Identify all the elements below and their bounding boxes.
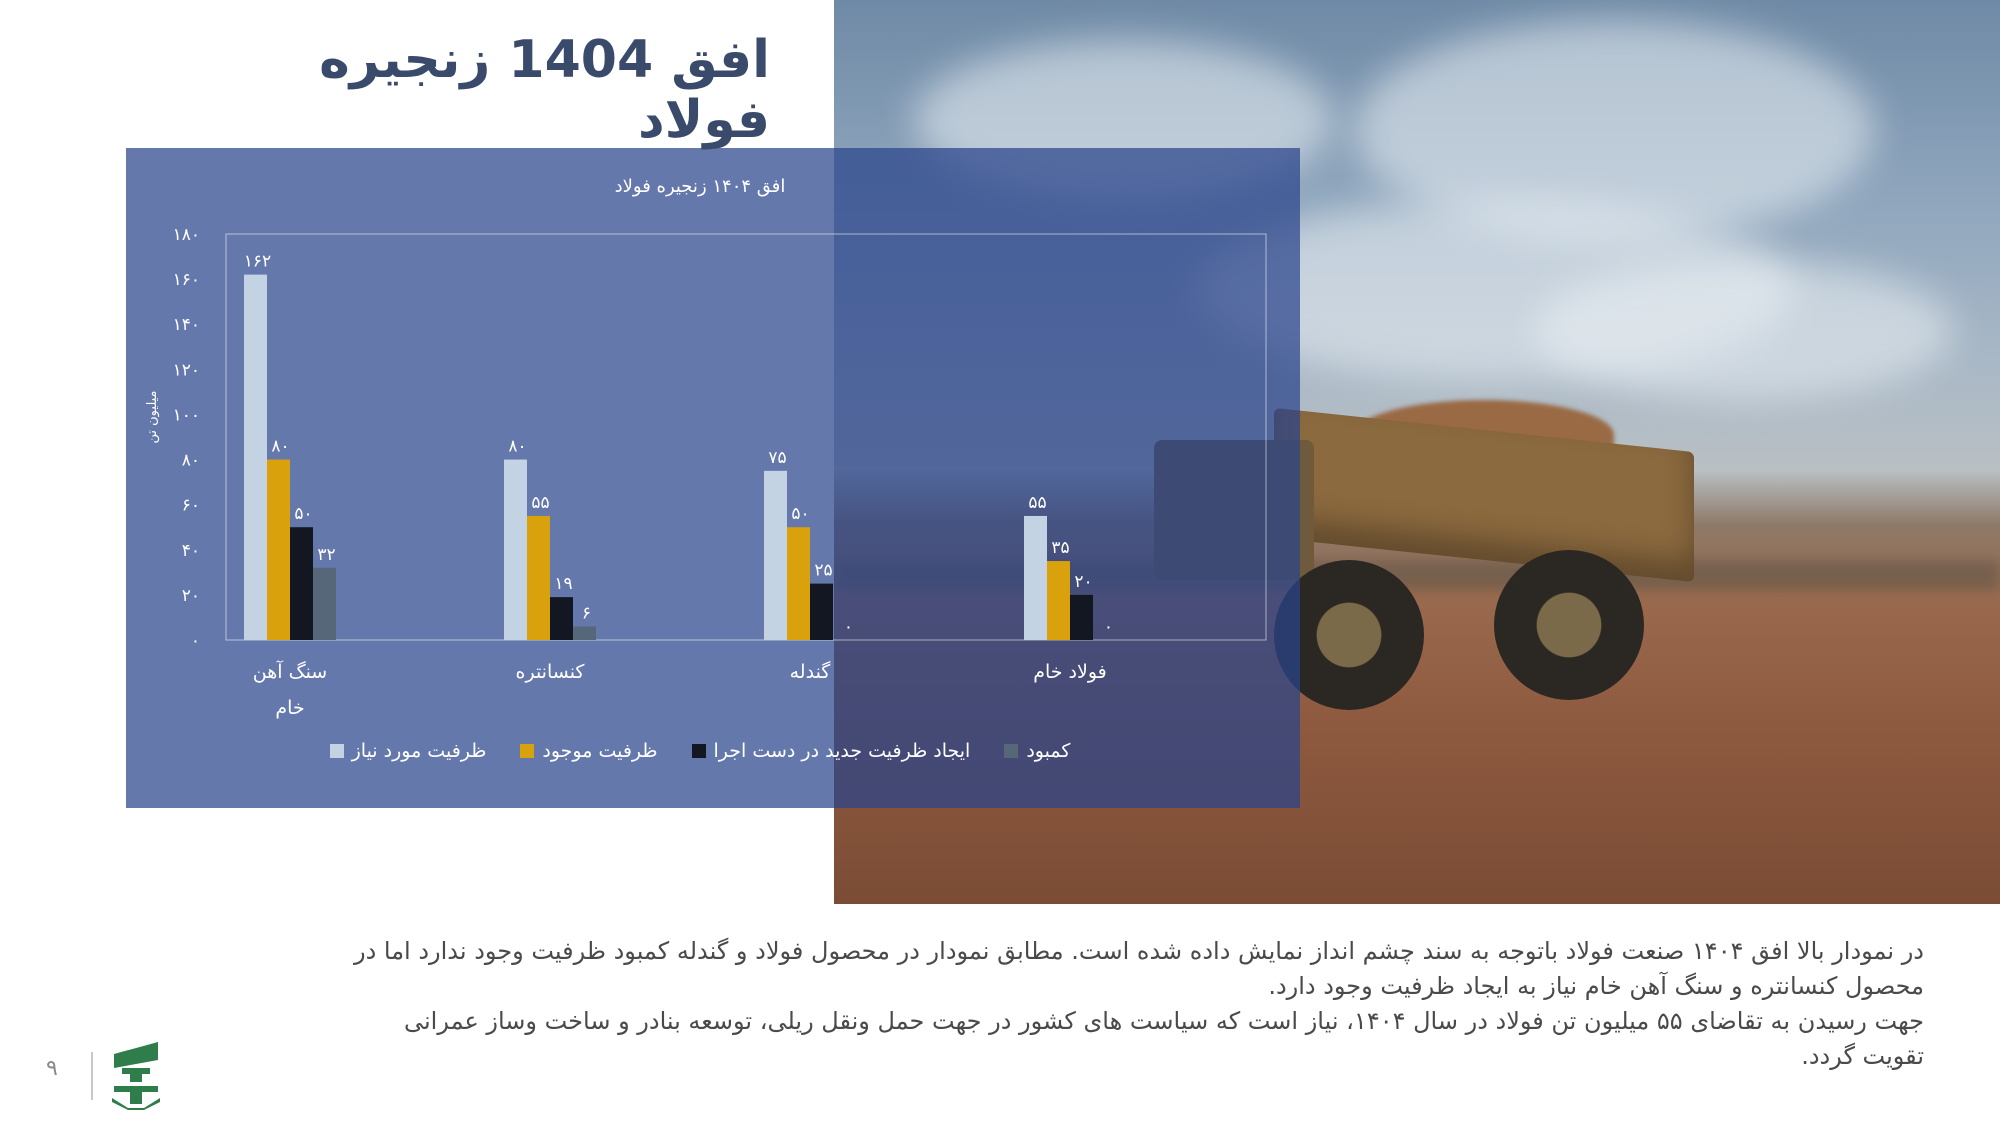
legend-swatch [329, 744, 344, 758]
y-tick-label: ۰ [191, 631, 200, 651]
bar [313, 567, 336, 640]
data-label: ۵۵ [531, 493, 549, 513]
category-label: خام [275, 697, 304, 719]
legend-label: ظرفیت مورد نیاز [351, 740, 487, 762]
data-label: ۷۵ [768, 448, 786, 468]
legend-label: کمبود [1026, 740, 1071, 762]
legend-item: ظرفیت موجود [520, 740, 658, 762]
data-label: ۲۰ [1074, 572, 1092, 592]
data-label: ۱۹ [554, 574, 572, 594]
category-label: سنگ آهن [253, 659, 327, 683]
y-tick-label: ۲۰ [182, 586, 200, 606]
category-label: فولاد خام [1033, 661, 1107, 683]
legend-swatch [520, 744, 535, 758]
legend-label: ایجاد ظرفیت جدید در دست اجرا [713, 740, 971, 762]
y-tick-label: ۴۰ [182, 541, 200, 561]
legend-item: کمبود [1004, 740, 1070, 762]
bar [573, 626, 596, 640]
y-tick-label: ۱۰۰ [173, 405, 200, 425]
legend-swatch [691, 744, 706, 758]
category-label: کنسانتره [516, 661, 586, 683]
footer-divider [91, 1052, 93, 1100]
company-logo-icon [112, 1042, 160, 1110]
y-tick-label: ۶۰ [182, 496, 200, 516]
caption-line-4: تقویت گردد. [1801, 1042, 1924, 1070]
bar [810, 583, 833, 640]
y-tick-label: ۱۴۰ [173, 315, 200, 335]
caption-line-3: جهت رسیدن به تقاضای ۵۵ میلیون تن فولاد د… [403, 1007, 1924, 1035]
y-tick-label: ۱۶۰ [173, 270, 200, 290]
caption: در نمودار بالا افق ۱۴۰۴ صنعت فولاد باتوج… [140, 934, 1924, 1074]
bar [290, 527, 313, 640]
data-label: ۵۵ [1028, 493, 1046, 513]
y-tick-label: ۱۲۰ [173, 360, 200, 380]
bar [1024, 515, 1047, 640]
data-label: ۸۰ [508, 437, 526, 457]
y-axis-label: میلیون تن [145, 390, 160, 443]
bar [267, 459, 290, 640]
caption-line-2: محصول کنسانتره و سنگ آهن خام نیاز به ایج… [1268, 972, 1924, 1000]
page-title: افق 1404 زنجیره فولاد [319, 30, 770, 150]
data-label: ۰ [1104, 617, 1113, 637]
bar [764, 470, 787, 640]
data-label: ۱۶۲ [244, 252, 271, 272]
data-label: ۳۲ [317, 545, 335, 565]
bar [244, 274, 267, 640]
bar [504, 459, 527, 640]
data-label: ۵۰ [791, 504, 809, 524]
legend-label: ظرفیت موجود [542, 740, 658, 762]
bar [550, 597, 573, 640]
legend-item: ایجاد ظرفیت جدید در دست اجرا [691, 740, 971, 762]
y-tick-label: ۱۸۰ [173, 225, 200, 245]
bar [787, 527, 810, 640]
data-label: ۲۵ [814, 561, 832, 581]
bar [527, 515, 550, 640]
y-tick-label: ۸۰ [182, 451, 200, 471]
data-label: ۳۵ [1051, 538, 1069, 558]
legend-swatch [1004, 744, 1019, 758]
data-label: ۶ [582, 603, 591, 623]
page-number: ۹ [46, 1056, 58, 1081]
chart-panel [126, 148, 1300, 808]
chart-legend: ظرفیت مورد نیاز ظرفیت موجود ایجاد ظرفیت جد… [300, 736, 1100, 766]
legend-item: ظرفیت مورد نیاز [329, 740, 487, 762]
data-label: ۵۰ [294, 504, 312, 524]
bar [1070, 594, 1093, 640]
caption-line-1: در نمودار بالا افق ۱۴۰۴ صنعت فولاد باتوج… [353, 937, 1924, 965]
data-label: ۸۰ [271, 437, 289, 457]
plot-area [225, 233, 1267, 641]
category-label: گندله [790, 660, 832, 683]
data-label: ۰ [844, 617, 853, 637]
bar [1047, 561, 1070, 640]
chart-title: افق ۱۴۰۴ زنجیره فولاد [614, 176, 786, 197]
